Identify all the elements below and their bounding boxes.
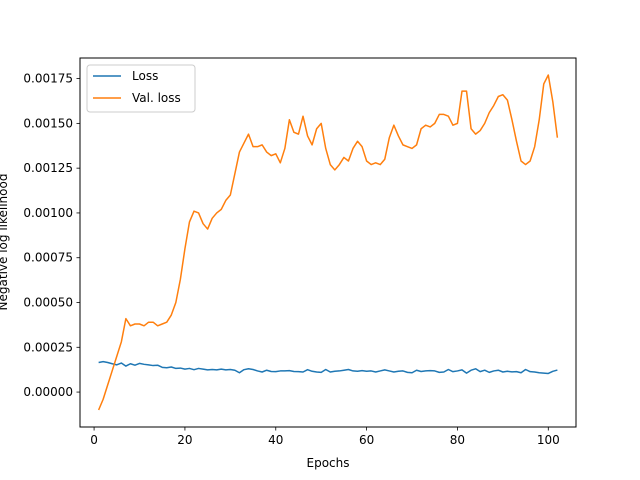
x-tick-label: 60 (359, 433, 374, 447)
y-tick-label: 0.00175 (23, 72, 73, 86)
x-tick-label: 20 (177, 433, 192, 447)
legend: Loss Val. loss (86, 64, 196, 113)
y-tick-label: 0.00125 (23, 161, 73, 175)
legend-label-loss: Loss (132, 69, 158, 83)
y-tick-label: 0.00000 (23, 385, 73, 399)
y-tick-label: 0.00025 (23, 340, 73, 354)
x-tick-label: 0 (90, 433, 98, 447)
x-tick-label: 40 (268, 433, 283, 447)
y-tick-label: 0.00150 (23, 116, 73, 130)
series-line-loss (98, 360, 558, 375)
x-tick-label: 100 (537, 433, 560, 447)
y-tick-label: 0.00075 (23, 251, 73, 265)
legend-label-val-loss: Val. loss (132, 91, 181, 105)
y-axis-label: Negative log likelihood (0, 174, 10, 311)
series-line-val-loss (97, 74, 559, 411)
plot-frame (79, 57, 577, 428)
y-axis-ticks: 0.00000 0.00025 0.00050 0.00075 0.00100 0.001… (23, 72, 80, 399)
y-tick-label: 0.00100 (23, 206, 73, 220)
x-tick-label: 80 (450, 433, 465, 447)
y-tick-label: 0.00050 (23, 296, 73, 310)
x-axis-label: Epochs (307, 456, 350, 470)
plot-lines (97, 74, 559, 411)
x-axis-ticks: 0 20 40 60 80 100 (90, 427, 560, 447)
